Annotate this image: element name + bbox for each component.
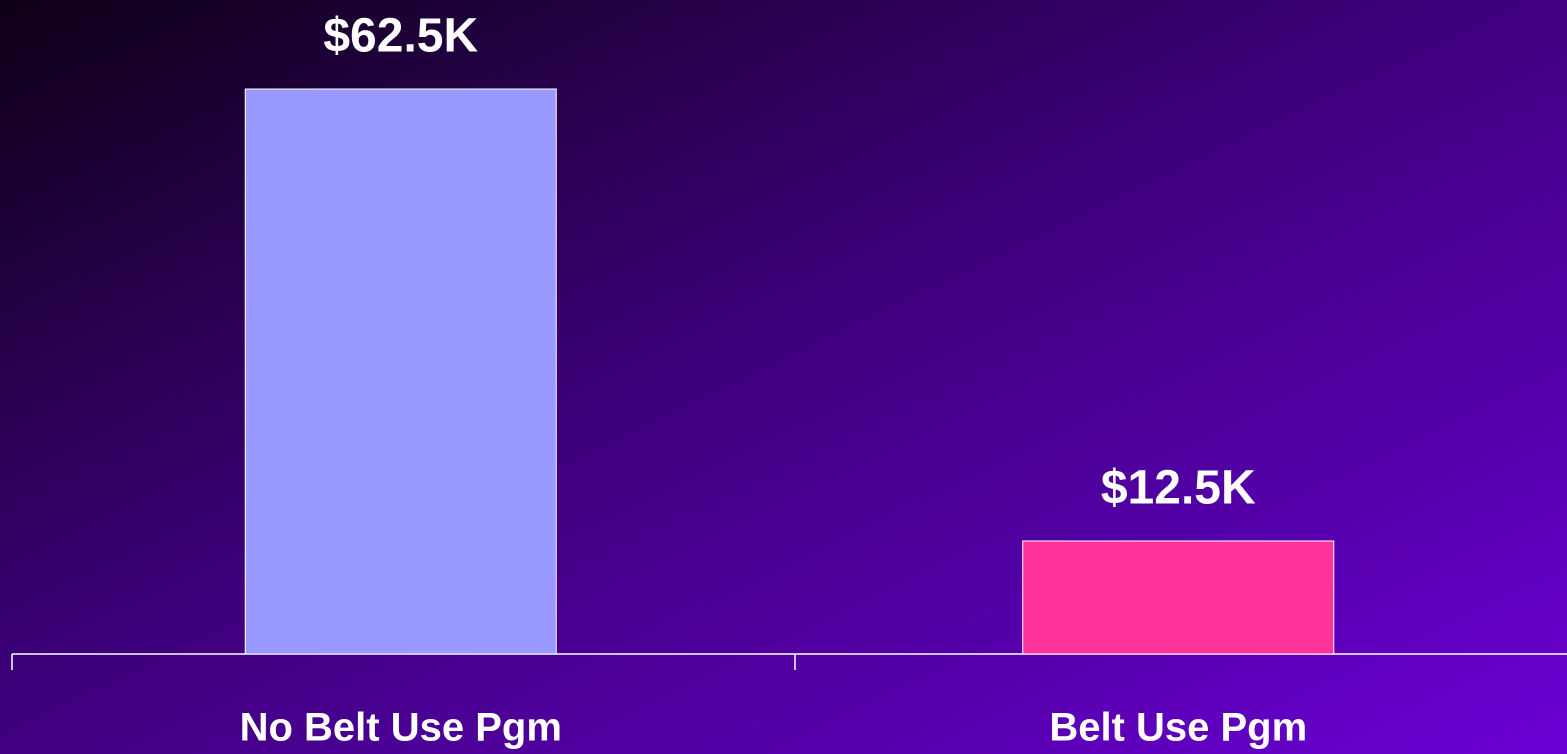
data-label: $12.5K: [1101, 462, 1256, 515]
x-tick-label: Belt Use Pgm: [1049, 706, 1307, 750]
bar: [1022, 540, 1335, 655]
data-label: $62.5K: [323, 10, 478, 63]
bar: [244, 88, 557, 655]
x-tick-label: No Belt Use Pgm: [240, 706, 562, 750]
